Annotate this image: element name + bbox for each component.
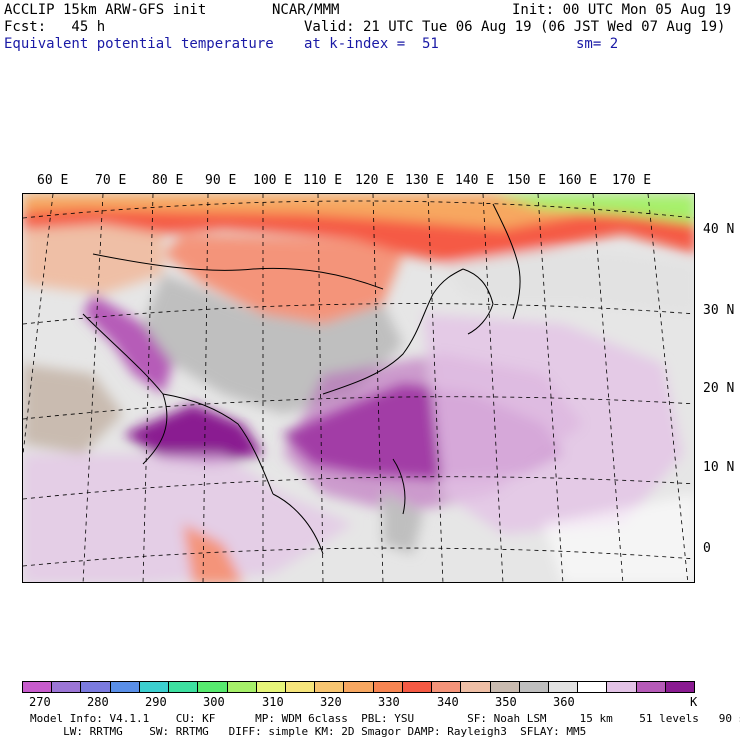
valid-time: Valid: 21 UTC Tue 06 Aug 19 (06 JST Wed … <box>304 19 726 35</box>
colorbar-swatch <box>198 682 228 692</box>
colorbar-swatch <box>373 682 403 692</box>
lon-label: 70 E <box>95 173 127 188</box>
lon-label: 130 E <box>405 173 445 188</box>
colorbar-swatch <box>285 682 316 692</box>
colorbar-swatch <box>227 682 257 692</box>
colorbar-tick-label: 340 <box>437 695 459 709</box>
colorbar-swatch <box>548 682 579 692</box>
colorbar <box>22 681 695 693</box>
init-time: Init: 00 UTC Mon 05 Aug 19 <box>512 2 732 18</box>
colorbar-tick-label: 330 <box>378 695 400 709</box>
colorbar-swatch <box>169 682 199 692</box>
lon-label: 150 E <box>507 173 547 188</box>
theta-e-field <box>23 194 694 582</box>
forecast-hour: Fcst: 45 h <box>4 19 106 35</box>
colorbar-swatch <box>81 682 111 692</box>
colorbar-swatch <box>110 682 140 692</box>
graticule <box>23 194 694 582</box>
colorbar-swatch <box>23 682 53 692</box>
colorbar-tick-label: 300 <box>203 695 225 709</box>
colorbar-swatch <box>315 682 345 692</box>
lon-label: 140 E <box>455 173 495 188</box>
run-title: ACCLIP 15km ARW-GFS init <box>4 2 207 18</box>
field-name: Equivalent potential temperature <box>4 36 274 52</box>
model-info-line2: LW: RRTMG SW: RRTMG DIFF: simple KM: 2D … <box>30 725 587 738</box>
lon-label: 60 E <box>37 173 69 188</box>
coastlines <box>82 203 521 555</box>
colorbar-swatch <box>344 682 374 692</box>
colorbar-swatch <box>461 682 491 692</box>
lon-label: 120 E <box>355 173 395 188</box>
institution: NCAR/MMM <box>272 2 340 18</box>
lon-label: 80 E <box>152 173 184 188</box>
colorbar-tick-label: 290 <box>145 695 167 709</box>
lat-label: 0 <box>703 541 711 556</box>
colorbar-unit: K <box>690 695 698 709</box>
colorbar-swatch <box>402 682 433 692</box>
smoothing: sm= 2 <box>576 36 619 52</box>
lon-label: 160 E <box>558 173 598 188</box>
colorbar-tick-label: 320 <box>320 695 342 709</box>
colorbar-swatch <box>665 682 695 692</box>
lat-label: 30 N <box>703 303 735 318</box>
colorbar-tick-label: 270 <box>29 695 51 709</box>
lon-label: 110 E <box>303 173 343 188</box>
colorbar-swatch <box>256 682 286 692</box>
colorbar-swatch <box>432 682 462 692</box>
colorbar-tick-label: 310 <box>262 695 284 709</box>
colorbar-tick-label: 350 <box>495 695 517 709</box>
map-panel <box>22 193 695 583</box>
k-index: at k-index = 51 <box>304 36 439 52</box>
colorbar-swatch <box>578 682 608 692</box>
lon-label: 100 E <box>253 173 293 188</box>
lat-label: 20 N <box>703 381 735 396</box>
lon-label: 90 E <box>205 173 237 188</box>
colorbar-swatch <box>139 682 170 692</box>
colorbar-swatch <box>52 682 82 692</box>
lat-label: 10 N <box>703 460 735 475</box>
colorbar-tick-label: 360 <box>553 695 575 709</box>
colorbar-swatch <box>636 682 666 692</box>
colorbar-swatch <box>490 682 520 692</box>
colorbar-swatch <box>519 682 549 692</box>
model-info-line1: Model Info: V4.1.1 CU: KF MP: WDM 6class… <box>30 712 740 725</box>
lon-label: 170 E <box>612 173 652 188</box>
colorbar-swatch <box>607 682 637 692</box>
colorbar-tick-label: 280 <box>87 695 109 709</box>
lat-label: 40 N <box>703 222 735 237</box>
